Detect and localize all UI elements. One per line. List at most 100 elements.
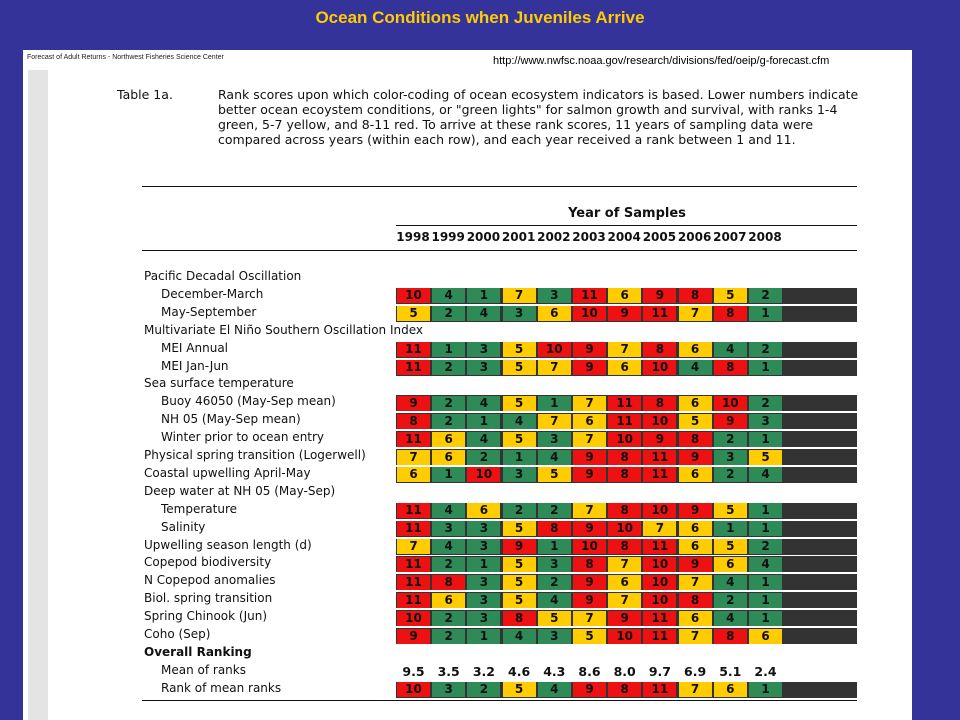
rank-cell: 7: [678, 306, 712, 322]
rank-cell: 1: [467, 288, 501, 304]
rank-cell: 9: [397, 628, 430, 644]
row-label: December-March: [161, 286, 264, 301]
rank-cell: 10: [397, 682, 430, 698]
rank-cell: 3: [467, 610, 501, 626]
rank-cell: 10: [537, 342, 571, 358]
rank-cell: 8: [713, 360, 747, 375]
section-label: Overall Ranking: [144, 644, 252, 659]
rank-cell: 1: [432, 342, 466, 358]
rank-cell: 4: [467, 431, 501, 447]
rank-cell: 4: [537, 592, 571, 608]
rank-cell: 7: [678, 628, 712, 644]
rank-cell: 3: [749, 413, 782, 429]
rank-cell: 6: [537, 306, 571, 322]
rank-cell: 5: [502, 360, 536, 375]
rank-cell: 7: [397, 449, 430, 465]
rank-cell: 3: [467, 592, 501, 608]
rank-cell: 2: [537, 574, 571, 590]
rank-cell: 6: [467, 503, 501, 519]
rank-cell: 9: [502, 539, 536, 554]
rank-cell: 2: [467, 682, 501, 698]
rank-cell: 6: [678, 610, 712, 626]
rank-cell: 9: [573, 449, 606, 465]
rank-cell: 8: [608, 503, 642, 519]
rank-cell: 8: [678, 431, 712, 447]
rank-table: Pacific Decadal Oscillation December-Marc…: [23, 50, 912, 720]
rank-cell: 11: [397, 342, 430, 358]
rank-cell: 7: [643, 521, 677, 537]
rank-cell: 9: [573, 574, 606, 590]
rank-cell: 10: [573, 539, 606, 554]
rank-cell: 2: [502, 503, 536, 519]
rank-cell: 6: [608, 288, 642, 304]
rank-cell: 5: [502, 592, 536, 608]
rank-cell: 8.0: [613, 664, 636, 680]
rank-cell: 8: [678, 288, 712, 304]
rank-cell: 3: [537, 431, 571, 447]
rank-cell: 8: [713, 628, 747, 644]
rank-cell: 2: [749, 342, 782, 358]
rank-cell: 5: [502, 574, 536, 590]
rank-cell: 10: [643, 503, 677, 519]
rank-cell: 3: [432, 521, 466, 537]
rank-cell: 3.2: [472, 664, 495, 680]
rank-cell: 5: [678, 413, 712, 429]
rank-cell: 1: [749, 574, 782, 590]
rank-cell: 8.6: [578, 664, 601, 680]
rank-cell: 8: [608, 467, 642, 483]
rank-cell: 6: [713, 682, 747, 698]
year-header-1999: 1999: [431, 230, 465, 244]
rank-cell: 8: [608, 449, 642, 465]
rank-cell: 11: [643, 682, 677, 698]
rank-cell: 2: [713, 431, 747, 447]
rank-cell: 8: [432, 574, 466, 590]
rank-cell: 6: [713, 556, 747, 572]
rank-cell: 3: [502, 467, 536, 483]
row-label: MEI Jan-Jun: [161, 358, 229, 373]
rank-cell: 9: [573, 682, 606, 698]
rank-cell: 4: [678, 360, 712, 375]
year-header-2006: 2006: [677, 230, 712, 244]
rank-cell: 5: [713, 503, 747, 519]
rank-cell: 9: [643, 431, 677, 447]
year-header-1998: 1998: [396, 230, 430, 244]
rank-cell: 9: [608, 610, 642, 626]
rank-cell: 6: [678, 521, 712, 537]
row-label: Coho (Sep): [144, 627, 211, 641]
year-header-2000: 2000: [466, 230, 501, 244]
rank-cell: 9.7: [648, 664, 671, 680]
rank-cell: 7: [537, 360, 571, 375]
year-header-2007: 2007: [713, 230, 747, 244]
rank-cell: 7: [608, 556, 642, 572]
row-label: Winter prior to ocean entry: [161, 430, 325, 445]
rank-cell: 7: [573, 610, 606, 626]
rank-cell: 3: [467, 342, 501, 358]
rank-cell: 3: [467, 539, 501, 554]
rank-cell: 5: [502, 395, 536, 411]
rank-cell: 6: [678, 539, 712, 554]
rank-cell: 4: [502, 628, 536, 644]
rank-cell: 8: [502, 610, 536, 626]
year-header-2004: 2004: [607, 230, 641, 244]
rank-cell: 11: [397, 431, 430, 447]
rank-cell: 4.6: [508, 664, 531, 680]
rank-cell: 9: [713, 413, 747, 429]
rank-cell: 10: [643, 413, 677, 429]
rank-cell: 1: [467, 413, 501, 429]
table-caption-label: Table 1a.: [117, 87, 173, 102]
rank-cell: 2: [432, 306, 466, 322]
rank-cell: 7: [537, 413, 571, 429]
rank-cell: 3.5: [437, 664, 460, 680]
rank-cell: 6: [432, 431, 466, 447]
row-label: Mean of ranks: [161, 662, 246, 677]
year-header-2005: 2005: [642, 230, 677, 244]
section-label: Pacific Decadal Oscillation: [144, 269, 302, 283]
rank-cell: 7: [608, 342, 642, 358]
rank-cell: 1: [749, 503, 782, 519]
year-row: 1998 1999 2000 2001 2002 2003 2004 2005 2006 2007…: [396, 230, 856, 248]
rank-cell: 5: [502, 342, 536, 358]
rank-cell: 5.1: [719, 664, 742, 680]
rank-cell: 10: [573, 306, 606, 322]
row-label: N Copepod anomalies: [144, 573, 276, 588]
rank-cell: 3: [432, 682, 466, 698]
